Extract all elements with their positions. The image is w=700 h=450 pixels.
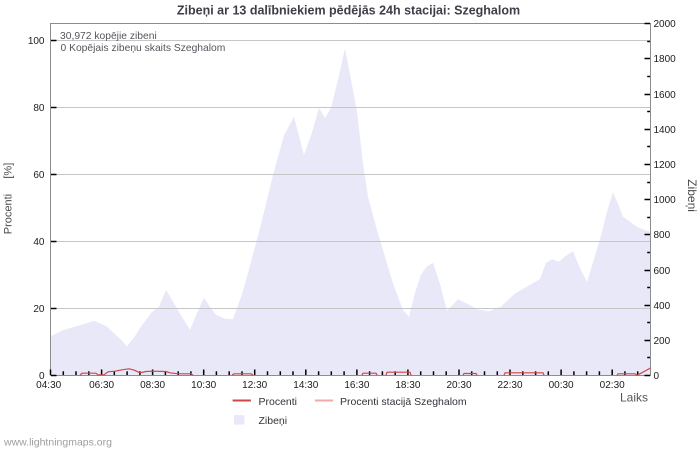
svg-text:100: 100 (28, 36, 45, 47)
svg-text:0: 0 (654, 371, 660, 382)
svg-text:0 Kopējais zibeņu skaits Szegh: 0 Kopējais zibeņu skaits Szeghalom (61, 43, 226, 54)
svg-text:04:30: 04:30 (36, 380, 61, 391)
svg-text:Laiks: Laiks (620, 391, 648, 405)
svg-text:00:30: 00:30 (549, 380, 574, 391)
svg-text:Zibeņi: Zibeņi (259, 415, 288, 427)
svg-text:06:30: 06:30 (89, 380, 114, 391)
svg-text:80: 80 (33, 103, 45, 114)
svg-text:40: 40 (33, 237, 45, 248)
svg-text:200: 200 (654, 336, 671, 347)
svg-text:1800: 1800 (654, 54, 677, 65)
svg-text:08:30: 08:30 (140, 380, 165, 391)
svg-text:1200: 1200 (654, 160, 677, 171)
svg-text:Procenti: Procenti (259, 396, 298, 408)
svg-text:20: 20 (33, 304, 45, 315)
svg-text:20:30: 20:30 (446, 380, 471, 391)
svg-text:02:30: 02:30 (600, 380, 625, 391)
svg-text:18:30: 18:30 (395, 380, 420, 391)
svg-text:Zibeņi ar 13 dalībniekiem pēdē: Zibeņi ar 13 dalībniekiem pēdējās 24h st… (177, 4, 520, 18)
svg-text:60: 60 (33, 170, 45, 181)
svg-text:Zibeņi: Zibeņi (685, 179, 699, 212)
svg-text:30,972 kopējie zibeni: 30,972 kopējie zibeni (60, 31, 157, 42)
svg-text:0: 0 (39, 371, 45, 382)
svg-text:1000: 1000 (654, 195, 677, 206)
svg-text:1600: 1600 (654, 90, 677, 101)
svg-text:1400: 1400 (654, 125, 677, 136)
svg-text:12:30: 12:30 (242, 380, 267, 391)
svg-text:www.lightningmaps.org: www.lightningmaps.org (3, 437, 112, 449)
svg-text:10:30: 10:30 (191, 380, 216, 391)
svg-text:600: 600 (654, 266, 671, 277)
svg-text:22:30: 22:30 (497, 380, 522, 391)
svg-text:2000: 2000 (654, 19, 677, 30)
svg-text:Procenti [%]: Procenti [%] (2, 163, 14, 235)
svg-text:14:30: 14:30 (293, 380, 318, 391)
svg-text:400: 400 (654, 301, 671, 312)
svg-text:16:30: 16:30 (344, 380, 369, 391)
svg-text:Procenti stacijā Szeghalom: Procenti stacijā Szeghalom (340, 396, 467, 408)
svg-text:800: 800 (654, 230, 671, 241)
